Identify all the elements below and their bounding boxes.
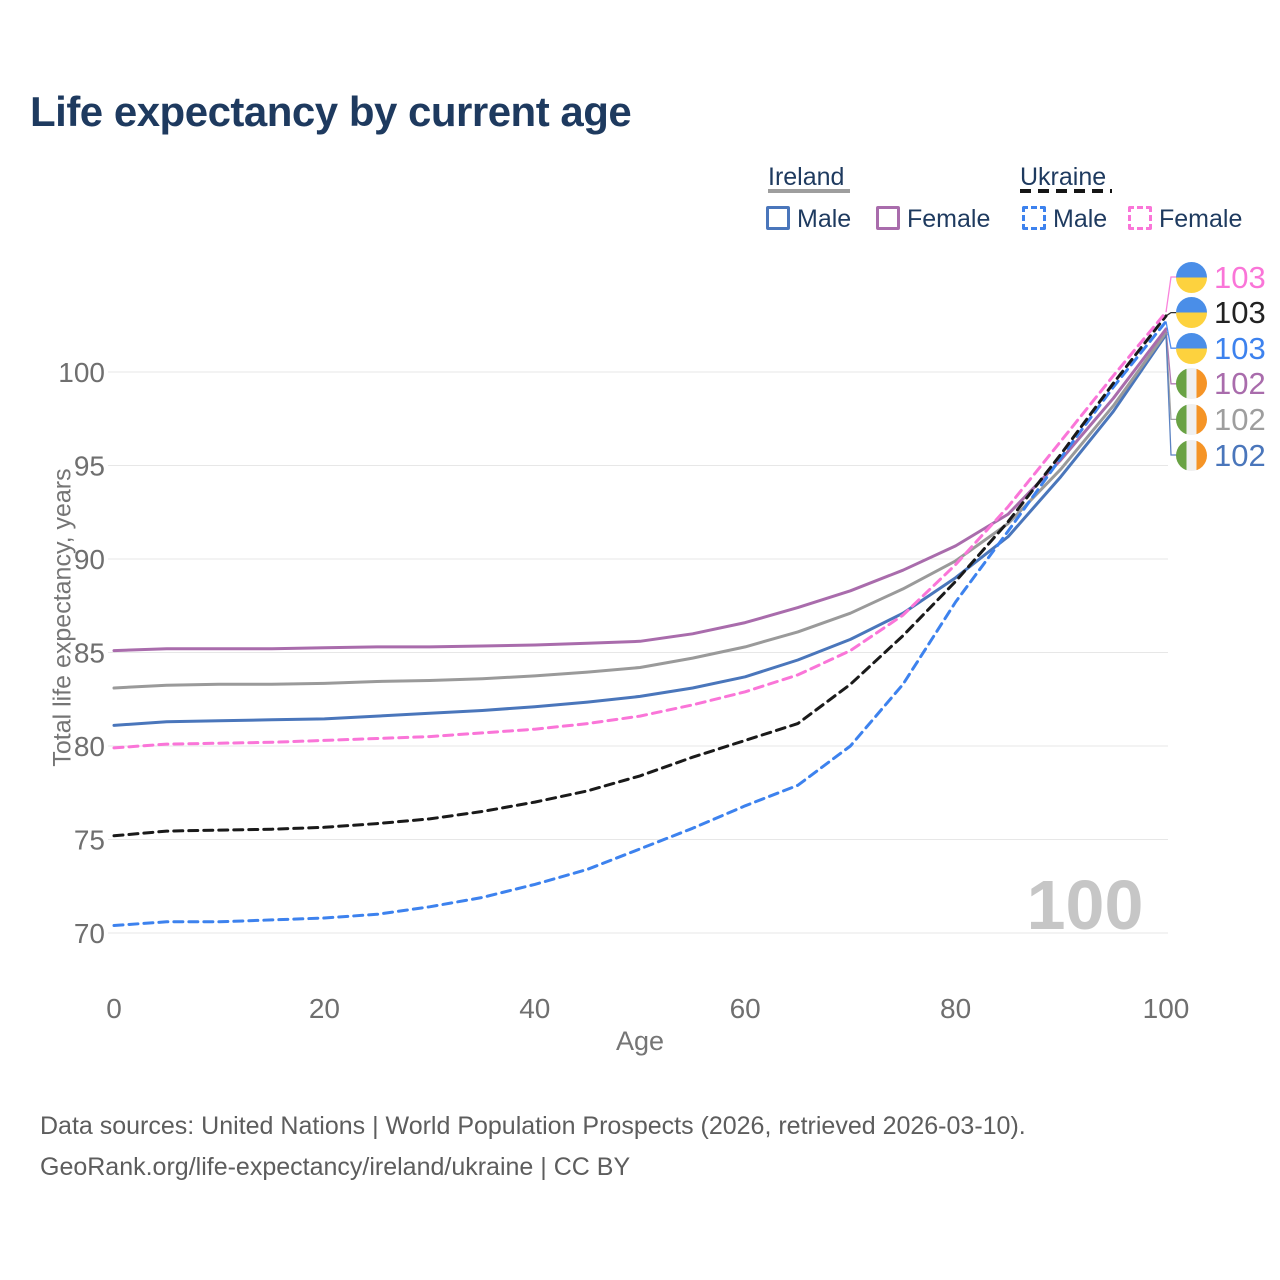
- y-tick-80: 80: [74, 731, 105, 762]
- ireland-flag-icon: [1176, 368, 1207, 400]
- end-value-ukraine-female: 103: [1214, 259, 1266, 295]
- age-watermark: 100: [1026, 866, 1144, 944]
- legend-swatch-ukraine-female[interactable]: [1128, 206, 1152, 230]
- y-tick-85: 85: [74, 638, 105, 669]
- legend-item-ukraine-female[interactable]: Female: [1159, 205, 1243, 233]
- end-label-ukraine-male: 103: [1176, 330, 1266, 366]
- x-tick-60: 60: [730, 993, 761, 1024]
- legend-swatch-ireland-female[interactable]: [876, 206, 900, 230]
- end-label-ireland-male: 102: [1176, 437, 1266, 473]
- line-ukraine-female[interactable]: [112, 310, 1168, 750]
- line-ireland-male[interactable]: [112, 333, 1168, 727]
- y-axis-title: Total life expectancy, years: [48, 468, 77, 767]
- x-tick-20: 20: [309, 993, 340, 1024]
- y-tick-100: 100: [58, 357, 105, 388]
- x-tick-100: 100: [1143, 993, 1190, 1024]
- legend-group-ukraine-label: Ukraine: [1020, 163, 1107, 191]
- ireland-flag-icon: [1176, 439, 1207, 471]
- end-value-ireland-all: 102: [1214, 401, 1266, 437]
- y-tick-90: 90: [74, 544, 105, 575]
- legend-ukraine-line-sample: [1020, 189, 1112, 193]
- legend-item-ireland-male[interactable]: Male: [797, 205, 852, 233]
- ukraine-flag-icon: [1176, 297, 1207, 329]
- footer-attribution: GeoRank.org/life-expectancy/ireland/ukra…: [40, 1153, 631, 1181]
- line-ukraine-all[interactable]: [112, 314, 1168, 838]
- end-label-ireland-female: 102: [1176, 366, 1266, 402]
- line-ireland-all[interactable]: [112, 331, 1168, 690]
- ukraine-flag-icon: [1176, 332, 1207, 364]
- line-ireland-female[interactable]: [112, 327, 1168, 653]
- x-tick-0: 0: [106, 993, 122, 1024]
- page-title: Life expectancy by current age: [30, 88, 632, 135]
- end-label-ireland-all: 102: [1176, 401, 1266, 437]
- end-value-ukraine-all: 103: [1214, 295, 1266, 331]
- legend-group-ireland-label: Ireland: [768, 163, 845, 191]
- legend-swatch-ukraine-male[interactable]: [1022, 206, 1046, 230]
- end-value-ireland-female: 102: [1214, 366, 1266, 402]
- end-label-ukraine-all: 103: [1176, 295, 1266, 331]
- legend: Ireland Male Female Ukraine Male Female: [0, 0, 1280, 250]
- y-tick-75: 75: [74, 825, 105, 856]
- legend-ireland-line-sample: [768, 189, 850, 193]
- footer-data-sources: Data sources: United Nations | World Pop…: [40, 1112, 1026, 1140]
- legend-swatch-ireland-male[interactable]: [766, 206, 790, 230]
- x-axis-title: Age: [615, 1026, 665, 1056]
- y-tick-70: 70: [74, 918, 105, 949]
- end-value-ireland-male: 102: [1214, 437, 1266, 473]
- x-tick-40: 40: [519, 993, 550, 1024]
- end-value-ukraine-male: 103: [1214, 330, 1266, 366]
- end-label-ukraine-female: 103: [1176, 259, 1266, 295]
- ukraine-flag-icon: [1176, 261, 1207, 293]
- x-tick-80: 80: [940, 993, 971, 1024]
- y-tick-95: 95: [74, 451, 105, 482]
- footer: Data sources: United Nations | World Pop…: [40, 1106, 1026, 1188]
- legend-item-ukraine-male[interactable]: Male: [1053, 205, 1108, 233]
- ireland-flag-icon: [1176, 403, 1207, 435]
- line-ukraine-male[interactable]: [112, 320, 1168, 927]
- legend-item-ireland-female[interactable]: Female: [907, 205, 991, 233]
